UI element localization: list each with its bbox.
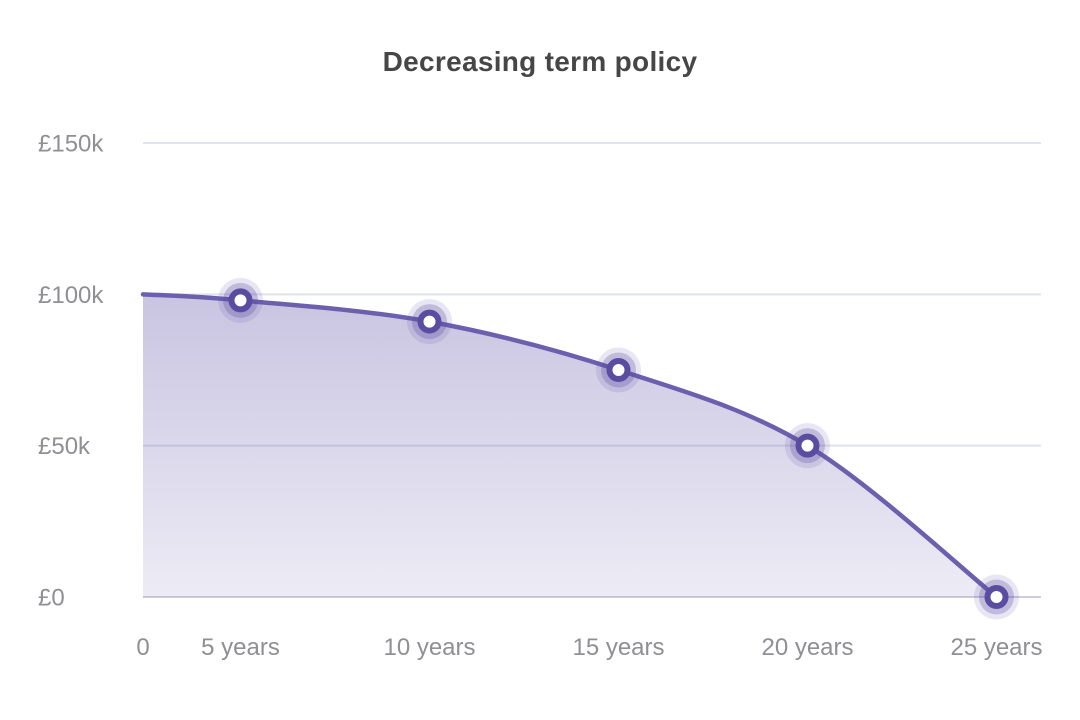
y-axis-tick-label: £150k (38, 131, 104, 158)
marker-ring (795, 433, 820, 458)
y-axis-tick-label: £0 (38, 585, 65, 612)
marker-ring (417, 309, 442, 334)
chart-title: Decreasing term policy (382, 46, 698, 77)
x-axis-tick-label: 15 years (572, 634, 664, 661)
marker-ring (228, 288, 253, 313)
data-point-marker-5-years[interactable] (218, 277, 263, 323)
data-point-marker-20-years[interactable] (785, 423, 830, 469)
x-axis-tick-label: 5 years (201, 634, 280, 661)
data-point-marker-15-years[interactable] (596, 347, 641, 393)
data-point-marker-25-years[interactable] (974, 574, 1019, 620)
x-axis-tick-label: 0 (136, 634, 149, 661)
x-axis-tick-label: 10 years (383, 634, 475, 661)
y-axis-tick-label: £100k (38, 282, 104, 309)
x-axis-tick-label: 20 years (761, 634, 853, 661)
data-point-marker-10-years[interactable] (407, 299, 452, 345)
x-axis-tick-label: 25 years (950, 634, 1042, 661)
y-axis-tick-label: £50k (38, 433, 91, 460)
marker-ring (606, 358, 631, 382)
marker-ring (984, 585, 1009, 609)
area-fill (143, 294, 997, 597)
